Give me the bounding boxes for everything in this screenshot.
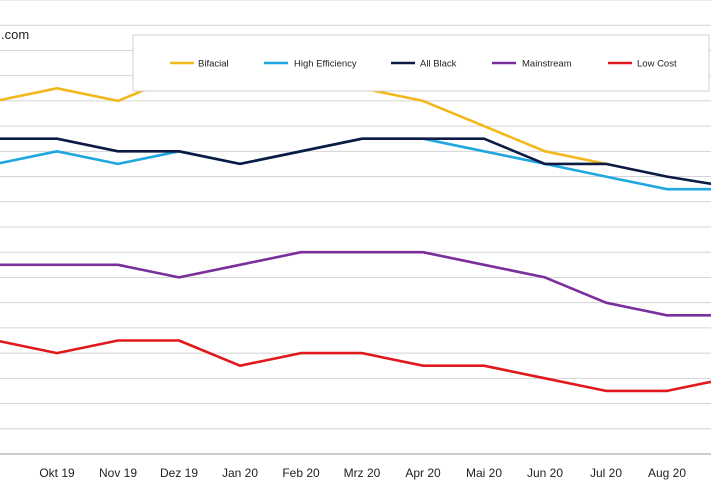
series-line-low-cost: [0, 339, 711, 393]
legend-label: All Black: [420, 59, 457, 70]
x-tick-label: Dez 19: [160, 466, 198, 480]
watermark-text: .com: [1, 27, 29, 42]
x-tick-label: Jun 20: [527, 466, 563, 480]
x-tick-label: Jan 20: [222, 466, 258, 480]
series-line-all-black: [0, 137, 711, 186]
x-tick-label: Feb 20: [282, 466, 320, 480]
series-line-mainstream: [0, 250, 711, 317]
x-tick-label: Mai 20: [466, 466, 502, 480]
series-lines: [0, 74, 711, 393]
legend-label: Mainstream: [522, 59, 572, 70]
x-tick-label: Okt 19: [39, 466, 75, 480]
legend-label: Bifacial: [198, 59, 229, 70]
x-tick-label: Mrz 20: [344, 466, 381, 480]
legend-label: Low Cost: [637, 59, 677, 70]
legend-label: High Efficiency: [294, 59, 357, 70]
x-tick-label: Nov 19: [99, 466, 137, 480]
x-tick-label: Jul 20: [590, 466, 622, 480]
x-tick-label: Aug 20: [648, 466, 686, 480]
x-tick-label: Apr 20: [405, 466, 441, 480]
legend: Bifacial High Efficiency All Black Mainstre…: [132, 34, 710, 92]
